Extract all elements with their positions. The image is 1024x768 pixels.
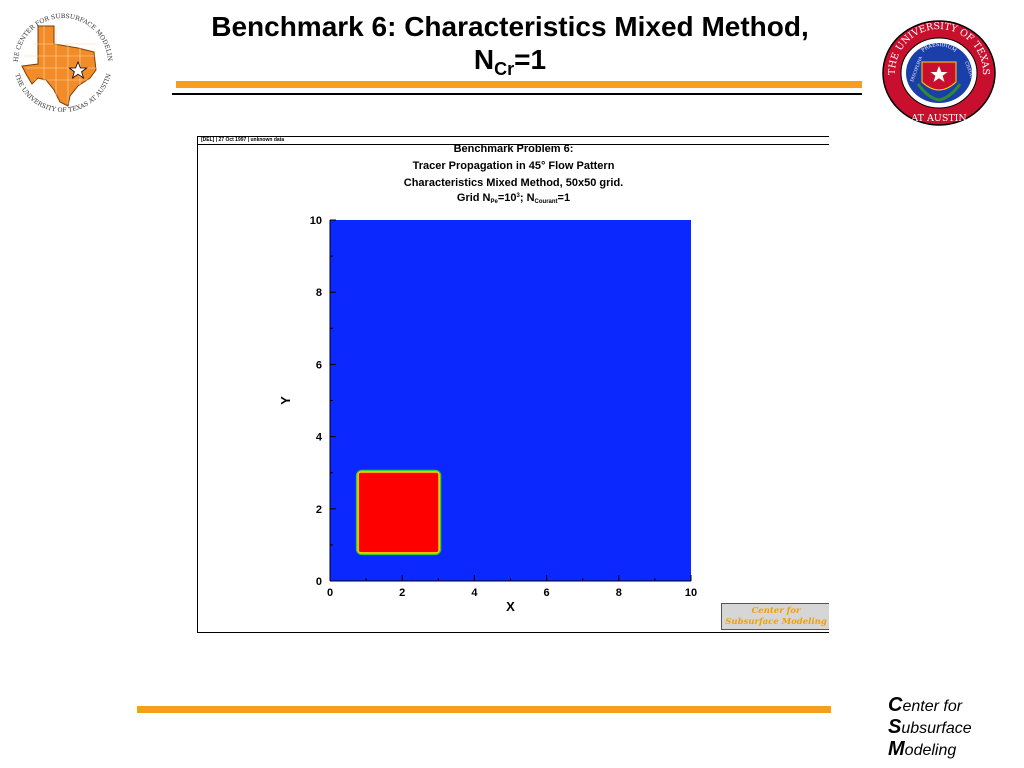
slide-title: Benchmark 6: Characteristics Mixed Metho…: [150, 10, 870, 86]
footer-orange-bar: [137, 706, 831, 713]
figure-title-line3: Characteristics Mixed Method, 50x50 grid…: [403, 177, 624, 189]
y-tick-label: 10: [310, 215, 322, 227]
y-axis-label: Y: [278, 396, 293, 405]
title-rest: =1: [514, 44, 547, 75]
ut-seal: THE UNIVERSITY OF TEXAS AT AUSTIN PRAESI…: [882, 20, 996, 126]
header-thin-rule: [172, 93, 862, 95]
footer-csm-text: Center for Subsurface Modeling: [888, 695, 972, 761]
y-tick-label: 0: [316, 576, 322, 588]
ft4-sub2: Courant: [534, 199, 558, 205]
ft4-a: Grid N: [456, 192, 491, 204]
footer-cap-c: C: [888, 694, 903, 716]
heatmap-chart: 0 2 4 6 8 10 0 2 4 6 8 10 X Y: [278, 215, 697, 614]
figure-header-line: [198, 144, 829, 145]
y-tick-label: 6: [316, 359, 322, 371]
x-tick-label: 6: [544, 587, 550, 599]
ft4-sub1: Pe: [490, 199, 498, 205]
footer-line3: Modeling: [888, 739, 972, 761]
x-tick-label: 2: [399, 587, 405, 599]
footer-cap-m: M: [888, 738, 905, 760]
slide-title-line1: Benchmark 6: Characteristics Mixed Metho…: [211, 11, 809, 42]
texas-map-star-icon: [21, 25, 97, 107]
figure-title-line1: Benchmark Problem 6:: [453, 143, 574, 155]
ft4-b: =10: [497, 192, 517, 204]
x-tick-label: 8: [616, 587, 622, 599]
ft4-c: ; N: [519, 192, 535, 204]
footer-rest-1: enter for: [902, 698, 963, 715]
footer-rest-2: ubsurface: [901, 720, 972, 737]
figure-header-text: [DEL] | 27 Oct 1997 | unknown data: [201, 137, 285, 143]
footer-cap-s: S: [888, 716, 902, 738]
figure-frame: [DEL] | 27 Oct 1997 | unknown data Bench…: [197, 136, 829, 633]
ut-seal-icon: [882, 20, 996, 126]
figure-title-line4: Grid NPe=103; NCourant=1: [198, 192, 829, 205]
y-tick-label: 2: [316, 504, 322, 516]
ft4-d: =1: [557, 192, 571, 204]
x-axis-label: X: [506, 599, 515, 614]
x-tick-label: 4: [471, 587, 478, 599]
title-n: N: [473, 44, 495, 75]
tracer-region: [358, 472, 439, 553]
seal-ring-bottom: AT AUSTIN: [910, 113, 966, 124]
stamp-line1: Center for: [751, 606, 801, 616]
title-sub: Cr: [494, 59, 515, 79]
footer-rest-3: odeling: [904, 742, 957, 759]
figure-title-line2: Tracer Propagation in 45° Flow Pattern: [412, 160, 615, 172]
footer-line2: Subsurface: [888, 717, 972, 739]
stamp-line2: Subsurface Modeling: [725, 617, 827, 627]
csm-logo: THE CENTER FOR SUBSURFACE MODELING THE U…: [4, 4, 113, 114]
csm-stamp: Center for Subsurface Modeling: [721, 603, 829, 630]
header-orange-bar: [176, 81, 862, 88]
x-tick-label: 0: [327, 587, 333, 599]
slide-title-line2: NCr=1: [150, 43, 870, 86]
x-tick-label: 10: [685, 587, 697, 599]
y-tick-label: 4: [316, 432, 323, 444]
seal-inner-top: PRAESIDIUM: [920, 42, 957, 54]
y-tick-label: 8: [316, 287, 322, 299]
ft4-sup: 3: [516, 193, 520, 199]
footer-line1: Center for: [888, 695, 972, 717]
